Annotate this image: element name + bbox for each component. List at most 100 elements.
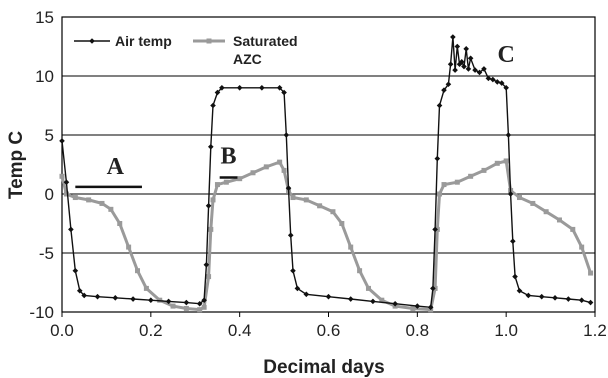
- point-1-2: [72, 195, 78, 201]
- point-0-69: [578, 297, 585, 303]
- point-0-11: [183, 299, 190, 306]
- point-0-14: [203, 262, 210, 268]
- point-0-62: [510, 238, 516, 244]
- point-0-51: [467, 55, 474, 62]
- point-0-31: [347, 296, 354, 302]
- point-0-36: [430, 285, 436, 292]
- point-0-35: [427, 304, 434, 311]
- y-tick-label-1: -5: [39, 244, 54, 263]
- point-1-27: [303, 197, 309, 203]
- point-0-58: [498, 80, 505, 86]
- point-1-8: [135, 268, 141, 274]
- y-tick-label-4: 10: [35, 67, 54, 86]
- point-0-3: [72, 267, 79, 274]
- point-1-18: [214, 182, 220, 188]
- point-1-6: [117, 221, 123, 226]
- point-1-22: [263, 164, 269, 170]
- point-1-9: [143, 285, 149, 291]
- point-1-4: [99, 200, 105, 206]
- series-line-1: [60, 159, 593, 312]
- point-0-30: [325, 293, 332, 300]
- series-1: [59, 158, 594, 313]
- legend-marker-0: [89, 38, 95, 44]
- point-0-15: [205, 203, 212, 209]
- point-1-20: [237, 176, 243, 182]
- point-0-49: [463, 46, 469, 52]
- x-axis-title: Decimal days: [263, 357, 384, 378]
- point-1-53: [579, 244, 585, 250]
- point-0-44: [452, 67, 458, 73]
- point-0-20: [236, 85, 243, 91]
- point-1-45: [494, 160, 500, 166]
- point-1-16: [208, 226, 214, 232]
- point-1-40: [437, 191, 443, 197]
- point-1-54: [588, 270, 594, 276]
- plot-frame: [61, 16, 596, 317]
- point-1-7: [126, 244, 132, 250]
- point-0-52: [472, 67, 478, 73]
- point-0-61: [507, 191, 514, 197]
- point-1-48: [516, 195, 522, 201]
- series-layer: [59, 34, 594, 313]
- annotation-label-0: A: [107, 154, 125, 180]
- point-1-29: [330, 209, 336, 215]
- annotation-label-2: C: [497, 42, 514, 68]
- point-1-52: [570, 226, 576, 232]
- point-0-63: [512, 273, 518, 280]
- point-0-12: [196, 300, 203, 307]
- legend-label-1: Saturated AZC: [233, 33, 298, 67]
- point-1-50: [543, 209, 549, 215]
- point-0-29: [303, 291, 310, 298]
- x-tick-labels: 0.0 0.2 0.4 0.6 0.8 1.0 1.2: [50, 321, 607, 340]
- point-0-24: [283, 132, 290, 138]
- point-1-41: [441, 182, 447, 188]
- point-0-7: [112, 295, 119, 301]
- point-1-1: [63, 191, 69, 197]
- point-0-59: [503, 85, 509, 91]
- legend-label-0: Air temp: [115, 33, 172, 49]
- point-0-54: [481, 66, 487, 72]
- point-0-53: [476, 69, 483, 76]
- point-0-50: [465, 66, 472, 72]
- point-1-30: [339, 221, 345, 226]
- y-axis-title: Temp C: [6, 131, 27, 200]
- series-line-0: [61, 37, 591, 309]
- point-0-23: [281, 89, 287, 96]
- point-1-34: [379, 297, 385, 303]
- point-1-33: [365, 285, 371, 291]
- point-0-27: [290, 267, 296, 274]
- point-0-66: [538, 293, 545, 300]
- point-1-26: [290, 195, 296, 201]
- point-0-47: [458, 59, 465, 65]
- point-0-6: [94, 293, 101, 300]
- series-0: [59, 34, 594, 311]
- x-tick-label-5: 1.0: [494, 321, 518, 340]
- point-0-19: [219, 85, 225, 91]
- point-0-56: [490, 76, 496, 83]
- point-0-18: [214, 89, 221, 96]
- point-0-45: [454, 43, 461, 50]
- point-1-36: [410, 305, 416, 311]
- point-0-33: [392, 300, 398, 307]
- annotation-label-1: B: [221, 143, 237, 169]
- point-1-15: [206, 274, 212, 280]
- x-tick-label-6: 1.2: [583, 321, 607, 340]
- point-0-0: [59, 138, 65, 144]
- y-tick-label-2: 0: [45, 185, 54, 204]
- point-0-22: [276, 85, 283, 91]
- point-1-13: [197, 307, 203, 313]
- point-0-4: [76, 287, 83, 294]
- point-0-39: [436, 102, 443, 109]
- legend: Air temp Saturated AZC: [74, 33, 298, 67]
- point-1-32: [357, 268, 363, 274]
- point-0-64: [516, 287, 523, 294]
- point-1-24: [281, 167, 287, 173]
- x-tick-label-3: 0.6: [317, 321, 341, 340]
- legend-label-1-line-2: AZC: [233, 51, 262, 67]
- point-0-16: [207, 144, 214, 150]
- point-1-28: [317, 203, 323, 209]
- point-1-44: [481, 167, 487, 173]
- x-tick-label-2: 0.4: [228, 321, 252, 340]
- point-1-12: [183, 305, 189, 311]
- point-0-8: [130, 296, 136, 302]
